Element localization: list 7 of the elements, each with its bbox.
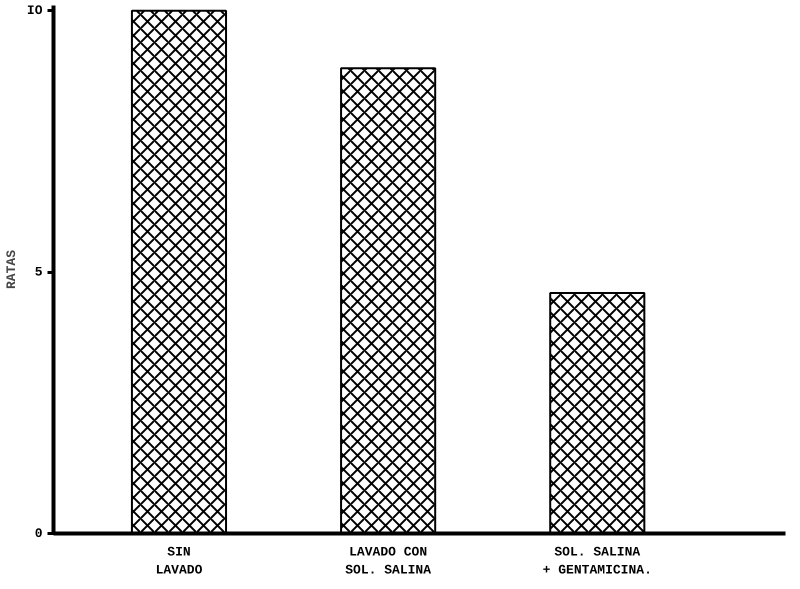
x-tick-label: SIN LAVADO xyxy=(156,544,203,578)
y-axis-title: RATAS xyxy=(4,250,19,290)
x-tick-label: LAVADO CON SOL. SALINA xyxy=(345,544,432,578)
y-tick-label: 0 xyxy=(34,526,43,541)
x-tick-label: SOL. SALINA + GENTAMICINA. xyxy=(542,544,652,578)
y-tick-label: IO xyxy=(26,3,43,18)
y-tick-label: 5 xyxy=(34,264,43,280)
